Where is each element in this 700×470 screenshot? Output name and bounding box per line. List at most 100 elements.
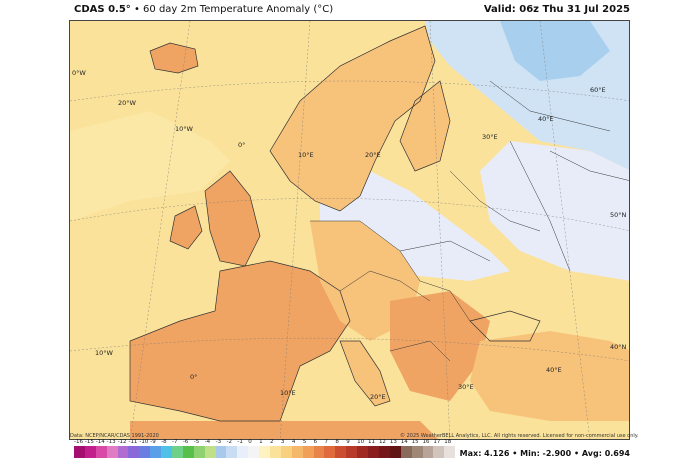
colorbar-cell: [172, 446, 183, 458]
lon-label: 30°E: [482, 133, 498, 141]
land-north-africa: [130, 421, 438, 439]
map-canvas: [70, 21, 629, 439]
colorbar-tick-label: 3: [280, 439, 285, 445]
colorbar-cell: [74, 446, 85, 458]
colorbar-cell: [433, 446, 445, 458]
lon-label: 30°E: [458, 383, 474, 391]
map-stats: Max: 4.126 • Min: -2.900 • Avg: 0.694: [459, 449, 630, 458]
colorbar-cell: [400, 446, 412, 458]
mild-zone-atlantic: [70, 111, 230, 221]
colorbar-tick-label: 18: [444, 439, 452, 445]
colorbar-tick-label: -13: [106, 439, 116, 445]
data-credit: Data: NCEP/NCAR/CDAS 1991-2020: [70, 433, 159, 439]
colorbar-tick-label: 14: [400, 439, 408, 445]
lon-label: 10°E: [280, 389, 296, 397]
colorbar-cell: [215, 446, 227, 458]
colorbar-tick-label: 11: [368, 439, 376, 445]
lon-label: 20°W: [118, 99, 136, 107]
land-italy: [340, 341, 390, 406]
colorbar-tick-label: 4: [291, 439, 296, 445]
colorbar-tick-label: 15: [411, 439, 419, 445]
colorbar-cell: [411, 446, 423, 458]
colorbar-tick-label: -14: [95, 439, 105, 445]
colorbar-cell: [368, 446, 379, 458]
colorbar-tick-label: 0: [248, 439, 252, 445]
colorbar-tick-label: 12: [378, 439, 386, 445]
colorbar-cell: [248, 446, 260, 458]
lon-label: 10°E: [298, 151, 314, 159]
lat-label: 50°N: [610, 211, 627, 219]
chart-title: CDAS 0.5° • 60 day 2m Temperature Anomal…: [74, 4, 333, 15]
coastline-black-sea: [469, 310, 541, 342]
colorbar-cell: [161, 446, 173, 458]
colorbar-tick-label: -15: [84, 439, 94, 445]
coastline-italy: [339, 340, 391, 407]
colorbar-tick-label: 2: [270, 439, 274, 445]
coastline-ireland: [169, 205, 203, 250]
land-ireland: [170, 206, 202, 249]
colorbar-cell: [378, 446, 390, 458]
colorbar-cell: [182, 446, 194, 458]
colorbar-tick-label: -16: [74, 439, 83, 445]
coastline-western-europe: [129, 260, 351, 422]
lon-label: 20°E: [370, 393, 386, 401]
coastlines: [129, 25, 541, 422]
colorbar-tick-label: 8: [335, 439, 339, 445]
colorbar-cell: [95, 446, 107, 458]
colorbar-tick-label: -7: [172, 439, 178, 445]
colorbar-tick-label: 6: [313, 439, 318, 445]
colorbar-tick-label: -12: [117, 439, 127, 445]
colorbar-tick-label: 1: [259, 439, 263, 445]
colorbar-tick-label: -4: [204, 439, 211, 445]
colorbar-cell: [106, 446, 118, 458]
colorbar-cell: [389, 446, 401, 458]
colorbar-cell: [270, 446, 281, 458]
lon-label: 10°W: [175, 125, 193, 133]
colorbar-cell: [117, 446, 129, 458]
lon-label: 0°W: [72, 69, 86, 77]
colorbar-tick-label: -11: [128, 439, 138, 445]
colorbar-cell: [237, 446, 249, 458]
colorbar-tick-label: -5: [193, 439, 200, 445]
land-western-europe: [130, 261, 350, 421]
colorbar-cell: [335, 446, 347, 458]
land-anatolia: [470, 331, 629, 421]
lon-label: 20°E: [365, 151, 381, 159]
copyright-credit: © 2025 WeatherBELL Analytics, LLC. All r…: [400, 433, 639, 439]
colorbar: [74, 446, 456, 458]
cool-region-east: [480, 141, 629, 281]
lon-label: 40°E: [546, 366, 562, 374]
colorbar-tick-label: 10: [357, 439, 365, 445]
colorbar-cell: [422, 446, 434, 458]
colorbar-cell: [291, 446, 303, 458]
lon-label: 40°E: [538, 115, 554, 123]
land-britain: [205, 171, 260, 266]
colorbar-tick-label: -10: [139, 439, 149, 445]
colorbar-cell: [313, 446, 325, 458]
cold-core-northeast: [500, 21, 610, 81]
coastline-finland: [399, 80, 451, 172]
colorbar-cell: [193, 446, 205, 458]
land-balkans: [390, 291, 490, 401]
country-borders: [310, 80, 629, 362]
graticule: [70, 21, 629, 439]
colorbar-tick-label: 16: [422, 439, 430, 445]
colorbar-ticks: -16 -15 -14 -13 -12 -11 -10 -9 -8 -7 -6 -5 -4 -3 -2 -1 0…: [74, 439, 455, 445]
chart-description: • 60 day 2m Temperature Anomaly (°C): [133, 4, 334, 15]
colorbar-tick-label: -1: [237, 439, 243, 445]
colorbar-tick-label: -8: [161, 439, 167, 445]
colorbar-tick-label: 9: [346, 439, 350, 445]
colorbar-tick-label: -2: [226, 439, 232, 445]
land-finland: [400, 81, 450, 171]
colorbar-tick-label: -3: [215, 439, 222, 445]
colorbar-cell: [346, 446, 358, 458]
lat-label: 60°E: [590, 86, 606, 94]
lon-label: 10°W: [95, 349, 113, 357]
land-iceland: [150, 43, 198, 73]
colorbar-cell: [302, 446, 314, 458]
land-scandinavia: [270, 26, 435, 211]
valid-time: Valid: 06z Thu 31 Jul 2025: [483, 4, 630, 15]
model-name: CDAS 0.5°: [74, 4, 131, 15]
lon-label: 0°: [190, 373, 198, 381]
colorbar-tick-label: 13: [389, 439, 397, 445]
